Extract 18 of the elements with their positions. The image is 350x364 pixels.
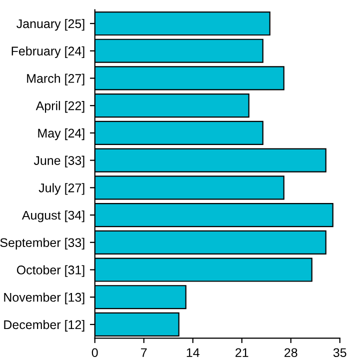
x-tick-label: 28 <box>284 348 298 358</box>
x-tick-label: 14 <box>186 348 200 357</box>
y-tick-label: August [34] <box>22 210 84 222</box>
y-tick-label: September [33] <box>0 238 84 250</box>
y-tick-label: October [31] <box>16 265 84 277</box>
x-tick-label: 0 <box>92 348 98 358</box>
y-tick-label: November [13] <box>4 292 84 304</box>
y-tick-label: December [12] <box>4 320 84 332</box>
x-tick-label: 7 <box>141 348 147 357</box>
y-tick-label: February [24] <box>12 46 84 58</box>
x-tick-label: 21 <box>236 348 248 357</box>
y-tick-label: January [25] <box>16 18 84 31</box>
y-tick-label: April [22] <box>36 101 84 113</box>
y-tick-label: July [27] <box>38 183 84 195</box>
y-tick-label: March [27] <box>27 74 84 86</box>
x-tick-label: 35 <box>333 348 346 358</box>
y-tick-label: June [33] <box>34 156 84 168</box>
y-tick-label: May [24] <box>38 128 84 140</box>
